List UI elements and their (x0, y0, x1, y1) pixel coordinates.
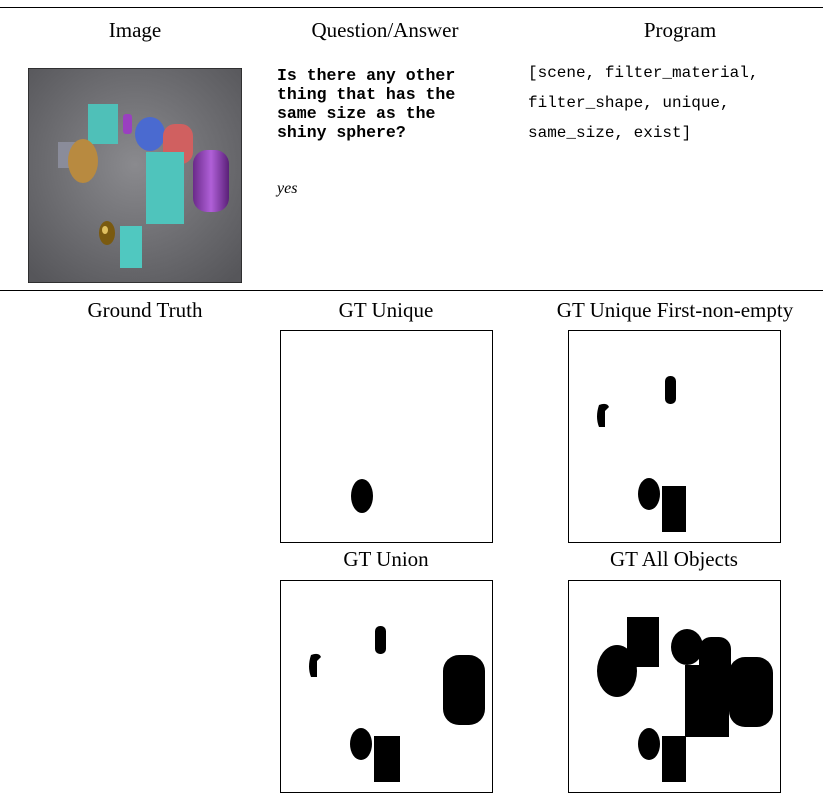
panel-title: GT Union (343, 547, 429, 571)
panel-title: GT All Objects (610, 547, 738, 571)
scene-image (28, 68, 242, 283)
mask-gt-unique (280, 330, 493, 543)
ground-truth-label: Ground Truth (87, 298, 203, 322)
mask-gt-union (280, 580, 493, 793)
header-program: Program (643, 18, 717, 42)
program: [scene, filter_material, filter_shape, u… (528, 58, 758, 148)
answer: yes (277, 180, 298, 197)
mask-gt-all-objects (568, 580, 781, 793)
panel-title: GT Unique First-non-empty (556, 298, 794, 322)
mask-gt-first-non-empty (568, 330, 781, 543)
panel-title: GT Unique (338, 298, 434, 322)
program-line: filter_shape, unique, (528, 94, 730, 112)
question: Is there any other thing that has the sa… (277, 66, 456, 142)
header-qa: Question/Answer (311, 18, 459, 42)
header-image: Image (108, 18, 162, 42)
top-rule (0, 7, 823, 8)
mid-rule (0, 290, 823, 291)
program-line: same_size, exist] (528, 124, 692, 142)
program-line: [scene, filter_material, (528, 64, 759, 82)
